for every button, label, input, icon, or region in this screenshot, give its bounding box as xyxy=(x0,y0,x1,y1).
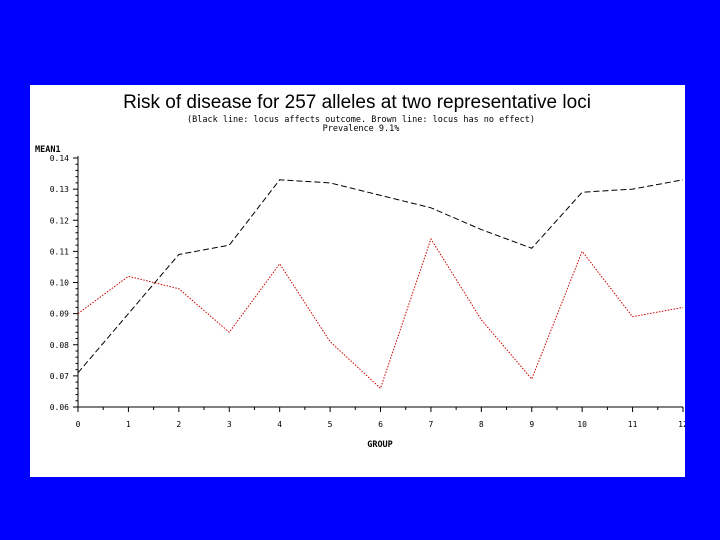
x-tick-label: 1 xyxy=(126,420,131,429)
chart-subtitle-prevalence: Prevalence 9.1% xyxy=(323,124,400,134)
y-tick-label: 0.11 xyxy=(50,247,69,256)
series-line-black xyxy=(77,179,684,374)
x-tick-label: 7 xyxy=(429,420,434,429)
y-tick-label: 0.08 xyxy=(50,341,69,350)
x-tick-label: 2 xyxy=(176,420,181,429)
x-tick-label: 9 xyxy=(529,420,534,429)
series-line-brown xyxy=(77,237,684,390)
y-tick-label: 0.06 xyxy=(50,403,69,412)
x-tick-label: 6 xyxy=(378,420,383,429)
x-tick-label: 0 xyxy=(76,420,81,429)
y-tick-label: 0.12 xyxy=(50,216,69,225)
x-tick-label: 10 xyxy=(577,420,587,429)
y-tick-label: 0.13 xyxy=(50,185,69,194)
x-tick-label: 3 xyxy=(227,420,232,429)
x-tick-label: 12 xyxy=(678,420,685,429)
y-tick-label: 0.10 xyxy=(50,279,69,288)
x-axis-label: GROUP xyxy=(367,440,393,450)
chart-subtitle: (Black line: locus affects outcome. Brow… xyxy=(187,115,535,125)
axes: 0.060.070.080.090.100.110.120.130.140 1 2 3… xyxy=(50,154,685,429)
y-tick-label: 0.14 xyxy=(50,154,69,163)
y-axis-label: MEAN1 xyxy=(35,145,61,155)
x-tick-label: 8 xyxy=(479,420,484,429)
chart-title: Risk of disease for 257 alleles at two r… xyxy=(123,92,591,113)
series-layer xyxy=(77,179,684,390)
x-tick-label: 4 xyxy=(277,420,282,429)
x-tick-label: 5 xyxy=(328,420,333,429)
line-chart: Risk of disease for 257 alleles at two r… xyxy=(35,92,685,450)
chart-panel: Risk of disease for 257 alleles at two r… xyxy=(30,85,685,477)
y-tick-label: 0.07 xyxy=(50,372,69,381)
x-tick-label: 11 xyxy=(628,420,638,429)
y-tick-label: 0.09 xyxy=(50,310,69,319)
